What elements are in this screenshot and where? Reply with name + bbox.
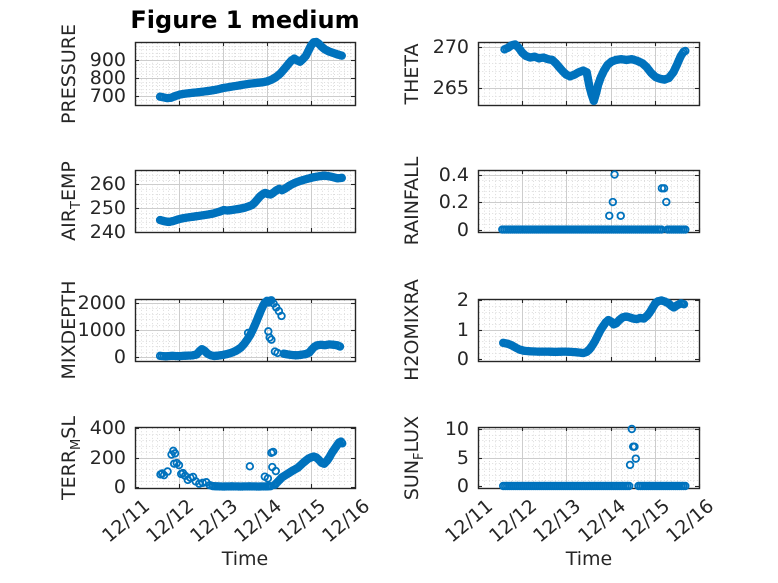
matlab-figure: Figure 1 medium Time Time 700 800 900 PRESS… — [0, 0, 778, 583]
plot-canvas — [0, 0, 778, 583]
